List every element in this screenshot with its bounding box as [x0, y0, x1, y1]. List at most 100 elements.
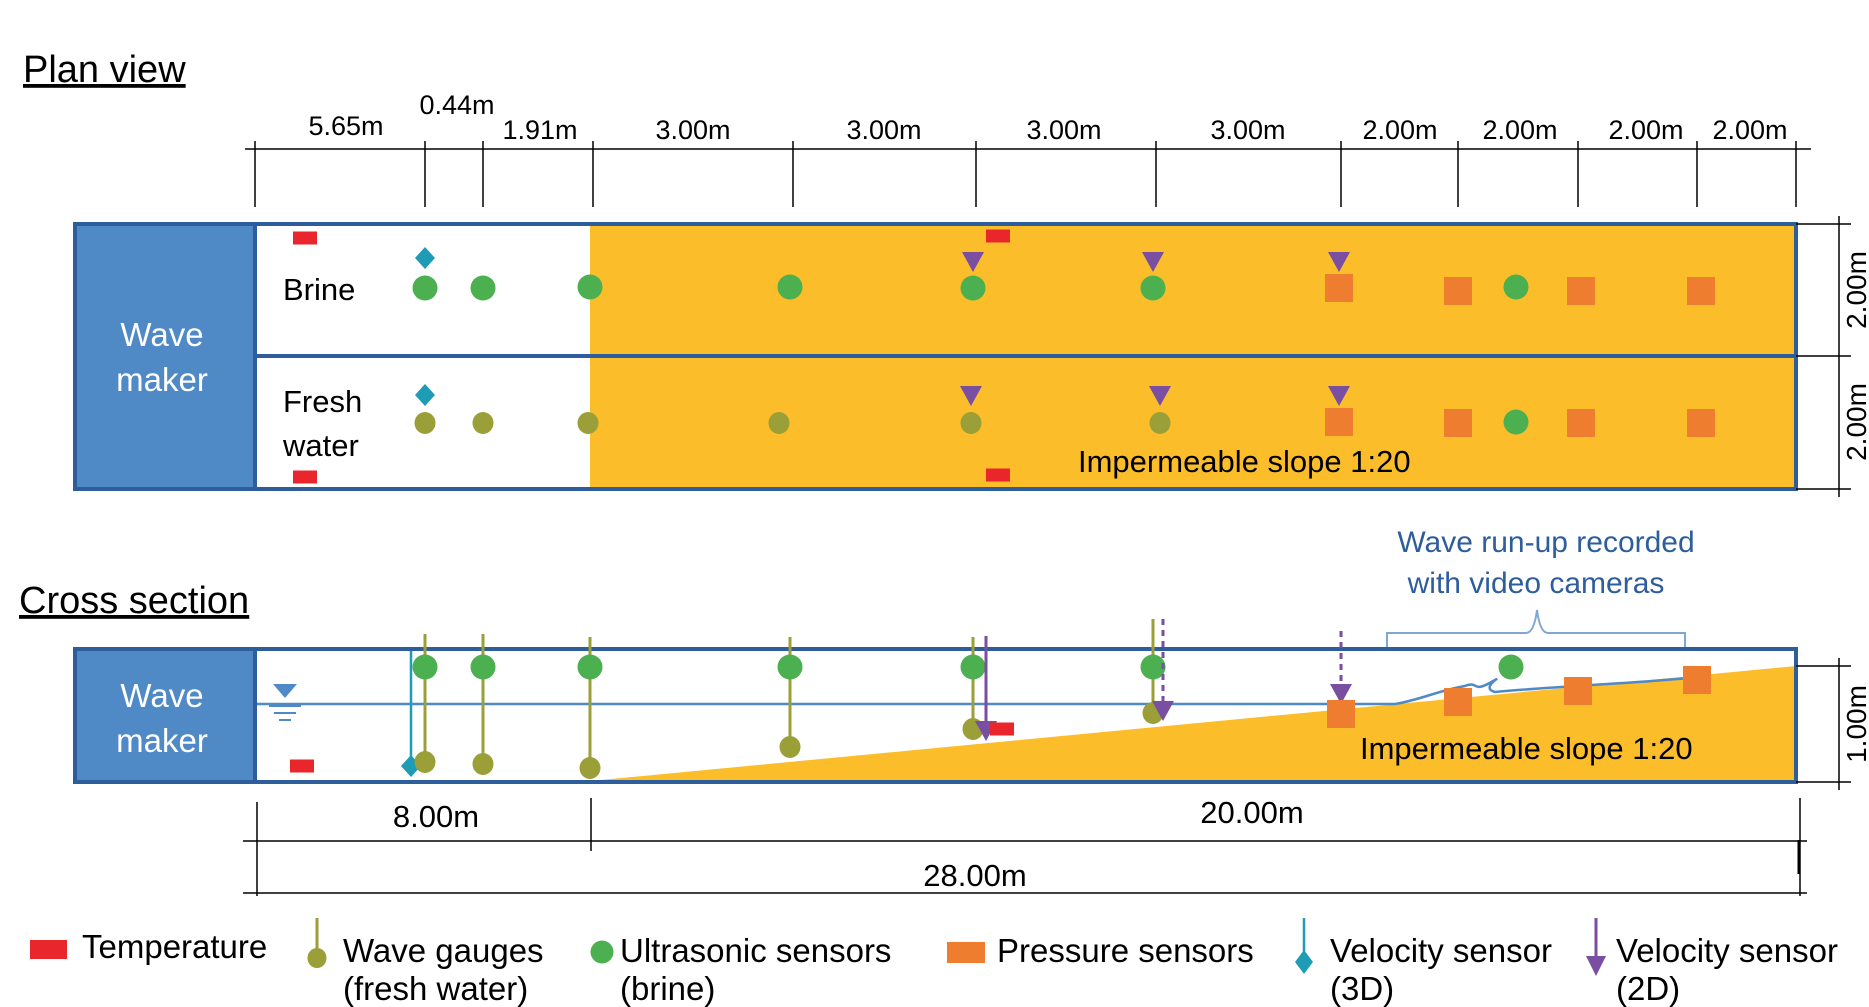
water-level-icon — [269, 684, 301, 721]
temperature-sensor — [986, 229, 1010, 243]
segment-label: 2.00m — [1608, 115, 1683, 145]
wave-gauge — [960, 412, 982, 434]
wave-gauge — [577, 412, 599, 434]
temperature-sensor — [293, 470, 317, 484]
cross-section-title: Cross section — [19, 580, 249, 622]
cross-tank-border — [73, 647, 1798, 784]
length-label-total: 28.00m — [923, 858, 1026, 893]
legend-label: Temperature — [82, 928, 267, 965]
legend-label: (fresh water) — [343, 970, 528, 1007]
pressure-sensor — [1444, 277, 1472, 305]
plan-view-title: Plan view — [23, 49, 186, 91]
ultrasonic-sensor — [1140, 275, 1166, 301]
plan-slope-label: Impermeable slope 1:20 — [1078, 444, 1411, 479]
ultrasonic-sensor-icon — [590, 940, 614, 964]
wave-gauge — [768, 412, 790, 434]
legend-label: Pressure sensors — [997, 932, 1254, 969]
wave-gauge — [579, 757, 601, 779]
segment-label: 3.00m — [655, 115, 730, 145]
legend-label: (2D) — [1616, 970, 1680, 1007]
temperature-icon — [30, 940, 67, 959]
segment-label: 3.00m — [1210, 115, 1285, 145]
legend-item-velocity-2d: Velocity sensor (2D) — [1586, 918, 1838, 1007]
channel-brine-label: Brine — [283, 272, 355, 307]
ultrasonic-sensor — [412, 654, 438, 680]
segment-label: 1.91m — [502, 115, 577, 145]
cross-section-sensors — [290, 619, 1711, 779]
legend: Temperature Wave gauges (fresh water) Ul… — [30, 918, 1838, 1007]
pressure-sensor — [1444, 688, 1472, 716]
legend-item-wave-gauge: Wave gauges (fresh water) — [307, 918, 544, 1007]
legend-item-temperature: Temperature — [30, 928, 267, 965]
pressure-sensor — [1325, 274, 1353, 302]
ultrasonic-sensor — [777, 654, 803, 680]
ultrasonic-sensor — [960, 654, 986, 680]
cross-wave-maker-label-1: Wave — [120, 677, 203, 714]
ultrasonic-sensor — [412, 275, 438, 301]
pressure-sensor — [1564, 677, 1592, 705]
cross-slope-label: Impermeable slope 1:20 — [1360, 731, 1693, 766]
segment-label: 3.00m — [846, 115, 921, 145]
pressure-sensor — [1567, 277, 1595, 305]
ultrasonic-sensor — [470, 654, 496, 680]
segment-label: 0.44m — [419, 90, 494, 120]
legend-label: (3D) — [1330, 970, 1394, 1007]
plan-wave-maker — [75, 224, 255, 489]
segment-label: 3.00m — [1026, 115, 1101, 145]
temperature-sensor — [986, 468, 1010, 482]
legend-item-pressure: Pressure sensors — [947, 932, 1254, 969]
pressure-sensor — [1444, 409, 1472, 437]
channel-fresh-label-1: Fresh — [283, 384, 362, 419]
runup-label-2: with video cameras — [1407, 567, 1665, 600]
temperature-sensor — [293, 231, 317, 245]
pressure-sensor — [1325, 408, 1353, 436]
wave-gauge — [779, 736, 801, 758]
plan-wave-maker-label-2: maker — [116, 361, 208, 398]
wave-gauge — [1149, 412, 1171, 434]
width-label-fresh: 2.00m — [1841, 383, 1869, 461]
runup-label-1: Wave run-up recorded — [1397, 526, 1694, 559]
length-label-slope: 20.00m — [1200, 795, 1303, 830]
wave-gauge — [414, 751, 436, 773]
ultrasonic-sensor — [1503, 409, 1529, 435]
wave-gauge — [414, 412, 436, 434]
pressure-sensor — [1567, 409, 1595, 437]
ultrasonic-sensor — [577, 274, 603, 300]
plan-segment-labels: 5.65m 0.44m 1.91m 3.00m 3.00m 3.00m 3.00… — [308, 90, 1787, 145]
legend-label: Velocity sensor — [1616, 932, 1838, 969]
cross-wave-maker-label-2: maker — [116, 722, 208, 759]
ultrasonic-sensor — [960, 275, 986, 301]
plan-wave-maker-label-1: Wave — [120, 316, 203, 353]
wave-gauge — [472, 753, 494, 775]
pressure-sensor-icon — [947, 942, 985, 963]
ultrasonic-sensor — [1503, 274, 1529, 300]
ultrasonic-sensor — [777, 274, 803, 300]
pressure-sensor — [1687, 277, 1715, 305]
ultrasonic-sensor — [1498, 654, 1524, 680]
velocity-3d-icon — [1295, 918, 1313, 974]
segment-label: 2.00m — [1362, 115, 1437, 145]
legend-item-velocity-3d: Velocity sensor (3D) — [1295, 918, 1552, 1007]
legend-label: Ultrasonic sensors — [620, 932, 891, 969]
depth-label: 1.00m — [1841, 685, 1869, 763]
pressure-sensor — [1327, 700, 1355, 728]
wave-gauge — [472, 412, 494, 434]
segment-label: 5.65m — [308, 111, 383, 141]
legend-label: Wave gauges — [343, 932, 544, 969]
channel-fresh-label-2: water — [282, 428, 359, 463]
plan-dimension-ruler — [245, 141, 1811, 207]
legend-item-ultrasonic: Ultrasonic sensors (brine) — [590, 932, 891, 1007]
segment-label: 2.00m — [1482, 115, 1557, 145]
wave-gauge-icon — [307, 918, 327, 968]
plan-width-ruler — [1796, 216, 1851, 497]
legend-label: (brine) — [620, 970, 715, 1007]
length-label-flat: 8.00m — [393, 799, 479, 834]
depth-ruler — [1796, 658, 1851, 790]
runup-bracket — [1386, 609, 1686, 670]
cross-slope — [590, 666, 1796, 781]
velocity-2d-icon — [1586, 918, 1606, 976]
temperature-sensor — [290, 759, 314, 773]
temperature-sensor — [990, 722, 1014, 736]
width-label-brine: 2.00m — [1841, 251, 1869, 329]
